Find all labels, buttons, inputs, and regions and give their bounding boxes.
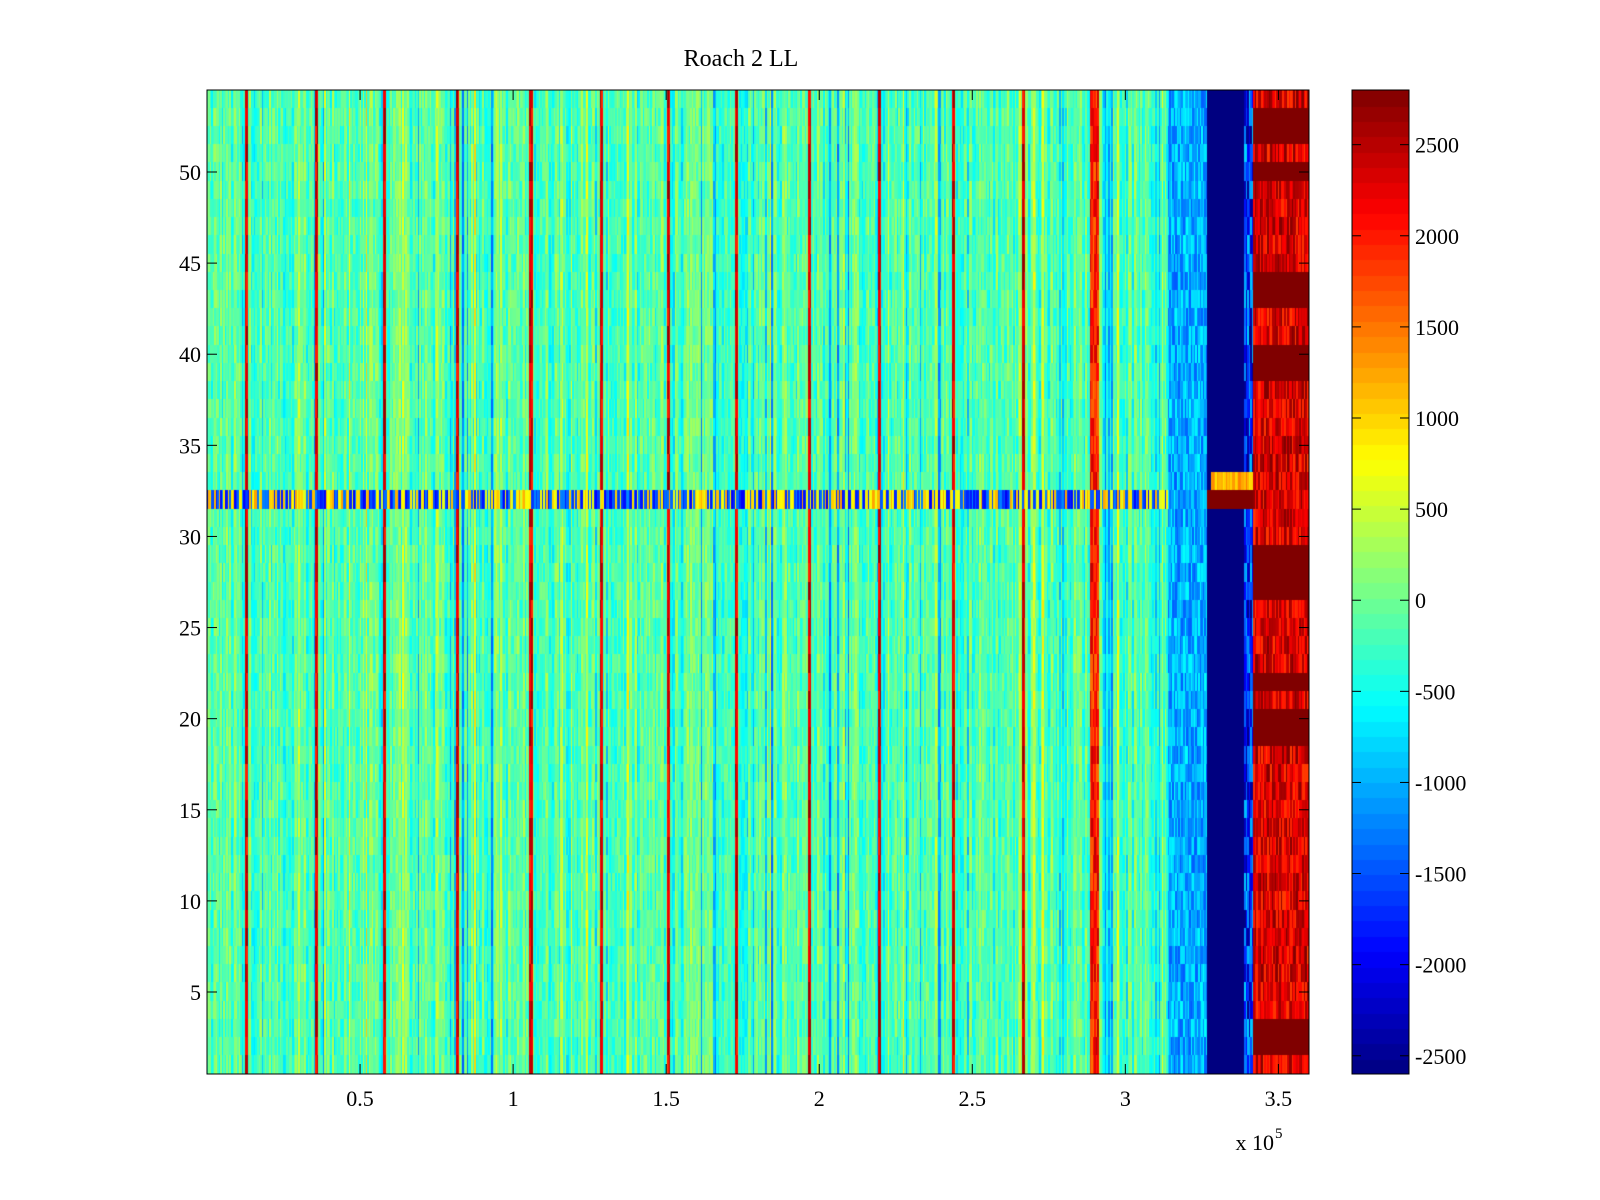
colorbar-tick-label: 500 xyxy=(1415,497,1448,522)
y-tick-label: 40 xyxy=(179,342,201,367)
y-tick-label: 10 xyxy=(179,889,201,914)
y-tick-label: 35 xyxy=(179,433,201,458)
x-axis-ticks: 0.5 1 1.5 2 2.5 3 3.5 xyxy=(346,90,1292,1111)
colorbar-frame xyxy=(1351,89,1410,1075)
colorbar-tick-label: -500 xyxy=(1415,679,1455,704)
y-axis-ticks: 5 10 15 20 25 30 35 40 45 50 xyxy=(179,160,1309,1005)
colorbar-tick-label: -2000 xyxy=(1415,953,1466,978)
y-tick-label: 5 xyxy=(190,980,201,1005)
y-tick-label: 45 xyxy=(179,251,201,276)
colorbar-tick-label: 2500 xyxy=(1415,133,1459,158)
heatmap-canvas-holder xyxy=(207,90,1309,1074)
x-tick-label: 3 xyxy=(1120,1086,1131,1111)
colorbar-tick-label: -1000 xyxy=(1415,770,1466,795)
x-axis-exponent: x 10 5 xyxy=(1236,1126,1283,1155)
colorbar-tick-label: 1500 xyxy=(1415,315,1459,340)
plot-frame xyxy=(206,89,1310,1075)
x-tick-label: 0.5 xyxy=(346,1086,374,1111)
x-exponent-base: x 10 xyxy=(1236,1130,1275,1155)
colorbar-image xyxy=(1352,90,1409,1074)
y-tick-label: 30 xyxy=(179,524,201,549)
y-tick-label: 20 xyxy=(179,707,201,732)
colorbar-ticks: -2500 -2000 -1500 -1000 -500 0 500 1000 1500 2000… xyxy=(1352,133,1466,1069)
x-tick-label: 2 xyxy=(814,1086,825,1111)
colorbar-tick-label: -2500 xyxy=(1415,1044,1466,1069)
x-tick-label: 1.5 xyxy=(652,1086,680,1111)
x-tick-label: 3.5 xyxy=(1265,1086,1293,1111)
heatmap-image xyxy=(207,90,1309,1074)
x-tick-label: 2.5 xyxy=(959,1086,987,1111)
y-tick-label: 25 xyxy=(179,616,201,641)
x-exponent-power: 5 xyxy=(1275,1126,1283,1142)
y-tick-label: 15 xyxy=(179,798,201,823)
colorbar-tick-label: 1000 xyxy=(1415,406,1459,431)
y-tick-label: 50 xyxy=(179,160,201,185)
chart-title: Roach 2 LL xyxy=(684,46,799,72)
colorbar-canvas-holder xyxy=(1352,90,1409,1074)
colorbar-tick-label: 0 xyxy=(1415,588,1426,613)
x-tick-label: 1 xyxy=(508,1086,519,1111)
colorbar-tick-label: 2000 xyxy=(1415,224,1459,249)
colorbar-tick-label: -1500 xyxy=(1415,862,1466,887)
